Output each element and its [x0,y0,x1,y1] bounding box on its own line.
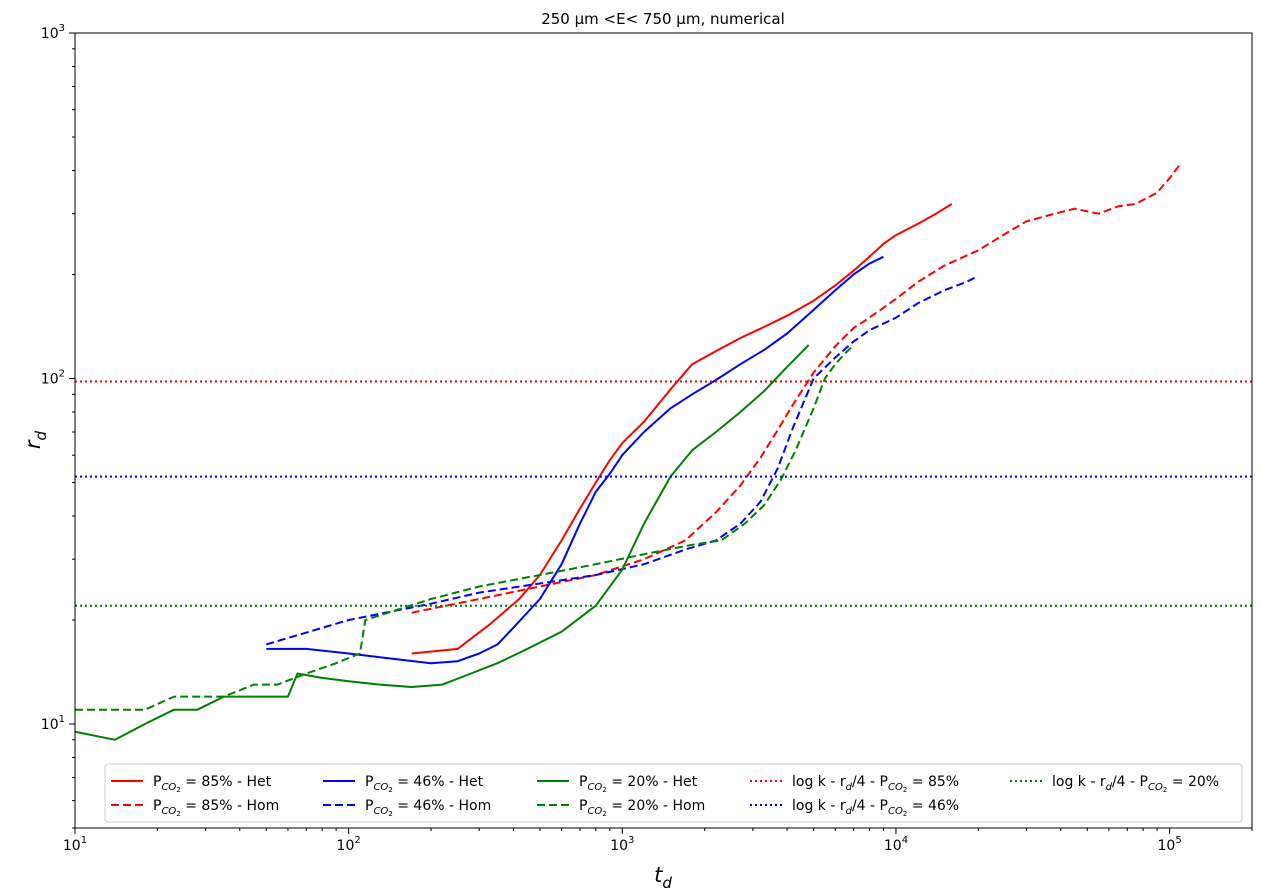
x-axis-label-sub: d [662,874,672,892]
legend-label: log k - rd/4 - PCO2 = 46% [792,798,959,818]
series-line-85-hom [411,162,1182,614]
y-axis-label-sub: d [32,430,50,440]
series-line-46-hom [266,275,979,646]
x-axis-label-main: t [654,863,663,887]
series-line-46-het [266,255,884,665]
series-line-20-het [75,344,810,741]
x-axis-label: td [654,863,672,892]
x-tick-label: 102 [337,835,361,854]
y-axis-ticks: 101 102 103 [41,23,75,829]
legend-box [104,763,1243,823]
x-tick-label: 105 [1158,835,1182,854]
x-tick-label: 101 [63,835,87,854]
legend-label: log k - rd/4 - PCO2 = 85% [792,774,959,794]
x-tick-label: 103 [610,835,634,854]
y-tick-label: 101 [41,714,65,733]
legend-label: log k - rd/4 - PCO2 = 20% [1052,774,1219,794]
legend-label: PCO2 = 20% - Het [579,774,698,794]
legend: PCO2 = 85% - Het PCO2 = 85% - Hom PCO2 = 4… [104,763,1243,823]
plot-frame [74,32,1253,829]
series-line-20-hom [75,344,855,711]
y-tick-label: 102 [41,368,65,387]
legend-label: PCO2 = 46% - Het [365,774,484,794]
legend-label: PCO2 = 46% - Hom [365,798,491,818]
series-line-85-het [411,203,953,655]
plot-lines [75,162,1252,741]
legend-label: PCO2 = 20% - Hom [579,798,705,818]
y-axis-label: rd [21,430,50,449]
legend-label: PCO2 = 85% - Hom [153,798,279,818]
x-axis-ticks: 101 102 103 104 105 [63,828,1253,854]
chart-title: 250 μm <E< 750 μm, numerical [541,10,785,28]
legend-label: PCO2 = 85% - Het [153,774,272,794]
x-tick-label: 104 [884,835,908,854]
y-axis-label-main: r [21,439,45,449]
y-tick-label: 103 [41,23,65,42]
